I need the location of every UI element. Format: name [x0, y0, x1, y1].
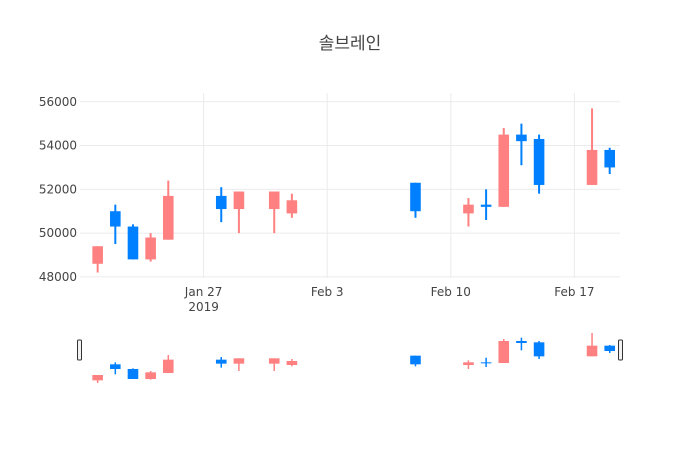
- y-tick-label: 48000: [39, 270, 77, 284]
- candle: [586, 108, 598, 185]
- range-slider-left-handle[interactable]: [77, 339, 82, 361]
- range-slider-background[interactable]: [80, 333, 620, 383]
- candle-body: [516, 134, 527, 142]
- range-slider-candle: [498, 339, 510, 363]
- range-slider-body: [410, 355, 421, 365]
- range-slider-body: [145, 372, 156, 379]
- range-slider-candle: [410, 355, 421, 367]
- candle: [604, 147, 615, 175]
- range-slider-body: [268, 358, 280, 364]
- candle: [286, 193, 298, 218]
- candle-body: [480, 204, 492, 207]
- range-slider[interactable]: [77, 333, 623, 383]
- candle-body: [127, 226, 139, 260]
- candle: [516, 123, 527, 166]
- range-slider-candle: [533, 341, 545, 359]
- range-slider-candle: [268, 358, 280, 371]
- x-tick-label: Feb 10: [431, 285, 471, 299]
- range-slider-body: [110, 364, 121, 369]
- candle-body: [463, 204, 474, 214]
- range-slider-candles: [92, 333, 615, 383]
- candle-body: [498, 134, 510, 207]
- candle-body: [145, 237, 156, 260]
- range-slider-candle: [145, 371, 156, 380]
- candle-body: [410, 182, 421, 212]
- range-slider-candle: [480, 357, 492, 367]
- candle-body: [533, 138, 545, 185]
- range-slider-body: [127, 369, 139, 379]
- y-tick-label: 50000: [39, 226, 77, 240]
- candle: [110, 204, 121, 245]
- candle: [145, 233, 156, 262]
- chart-title: 솔브레인: [319, 34, 382, 54]
- x-tick-label: Jan 27: [184, 285, 223, 299]
- range-slider-body: [604, 345, 615, 351]
- candle-body: [215, 195, 227, 210]
- range-slider-right-handle[interactable]: [618, 339, 623, 361]
- range-slider-candle: [586, 333, 598, 357]
- x-tick-sublabel: 2019: [188, 300, 219, 314]
- range-slider-body: [586, 345, 598, 357]
- range-slider-candle: [110, 362, 121, 375]
- range-slider-body: [498, 341, 510, 363]
- candle-body: [268, 191, 280, 210]
- candle: [533, 134, 545, 194]
- range-slider-body: [92, 375, 103, 381]
- candle-body: [162, 195, 174, 240]
- candle: [92, 246, 103, 273]
- candle: [480, 189, 492, 220]
- candle: [215, 187, 227, 223]
- range-slider-body: [162, 359, 174, 373]
- range-slider-body: [215, 359, 227, 364]
- candle: [410, 182, 421, 218]
- range-slider-candle: [463, 360, 474, 369]
- range-slider-candle: [233, 358, 245, 371]
- candle-body: [92, 246, 103, 264]
- candle-body: [586, 149, 598, 185]
- range-slider-candle: [604, 345, 615, 353]
- candles: [92, 108, 615, 273]
- candle: [498, 128, 510, 207]
- range-slider-candle: [92, 375, 103, 383]
- x-tick-label: Feb 3: [311, 285, 344, 299]
- range-slider-candle: [286, 359, 298, 367]
- range-slider-body: [480, 362, 492, 364]
- x-tick-label: Feb 17: [554, 285, 594, 299]
- range-slider-body: [233, 358, 245, 364]
- candle: [268, 191, 280, 234]
- candle: [162, 180, 174, 240]
- range-slider-body: [286, 361, 298, 365]
- candle: [463, 198, 474, 227]
- candle: [127, 224, 139, 260]
- y-tick-label: 54000: [39, 139, 77, 153]
- range-slider-body: [463, 362, 474, 365]
- range-slider-candle: [516, 337, 527, 351]
- candle-body: [110, 211, 121, 227]
- range-slider-candle: [162, 355, 174, 373]
- candle: [233, 191, 245, 234]
- y-tick-label: 56000: [39, 95, 77, 109]
- range-slider-candle: [215, 357, 227, 368]
- range-slider-body: [516, 341, 527, 343]
- candle-body: [286, 200, 298, 214]
- range-slider-candle: [127, 368, 139, 379]
- y-axis-ticks: 48000 50000 52000 54000 56000: [39, 95, 77, 284]
- y-tick-label: 52000: [39, 182, 77, 196]
- candle-body: [604, 149, 615, 168]
- range-slider-body: [533, 342, 545, 357]
- candle-body: [233, 191, 245, 210]
